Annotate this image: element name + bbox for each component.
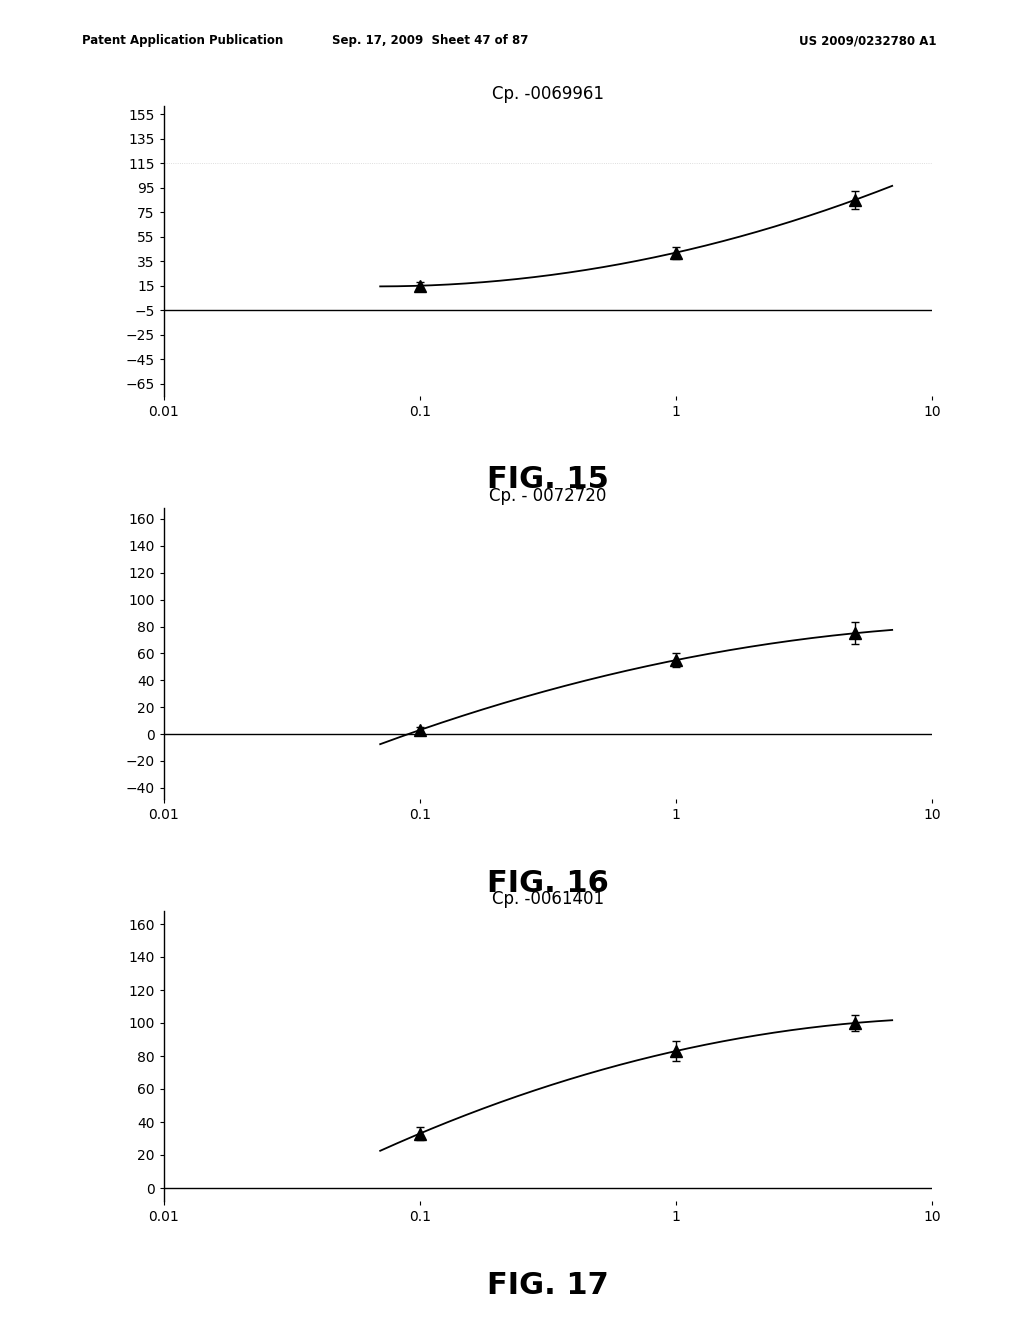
Text: Sep. 17, 2009  Sheet 47 of 87: Sep. 17, 2009 Sheet 47 of 87 xyxy=(332,34,528,48)
Title: Cp. -0069961: Cp. -0069961 xyxy=(492,84,604,103)
Text: Patent Application Publication: Patent Application Publication xyxy=(82,34,284,48)
Text: FIG. 15: FIG. 15 xyxy=(486,465,609,494)
Text: FIG. 17: FIG. 17 xyxy=(487,1271,608,1300)
Title: Cp. -0061401: Cp. -0061401 xyxy=(492,890,604,908)
Title: Cp. - 0072720: Cp. - 0072720 xyxy=(489,487,606,506)
Text: FIG. 16: FIG. 16 xyxy=(486,869,609,898)
Text: US 2009/0232780 A1: US 2009/0232780 A1 xyxy=(799,34,936,48)
